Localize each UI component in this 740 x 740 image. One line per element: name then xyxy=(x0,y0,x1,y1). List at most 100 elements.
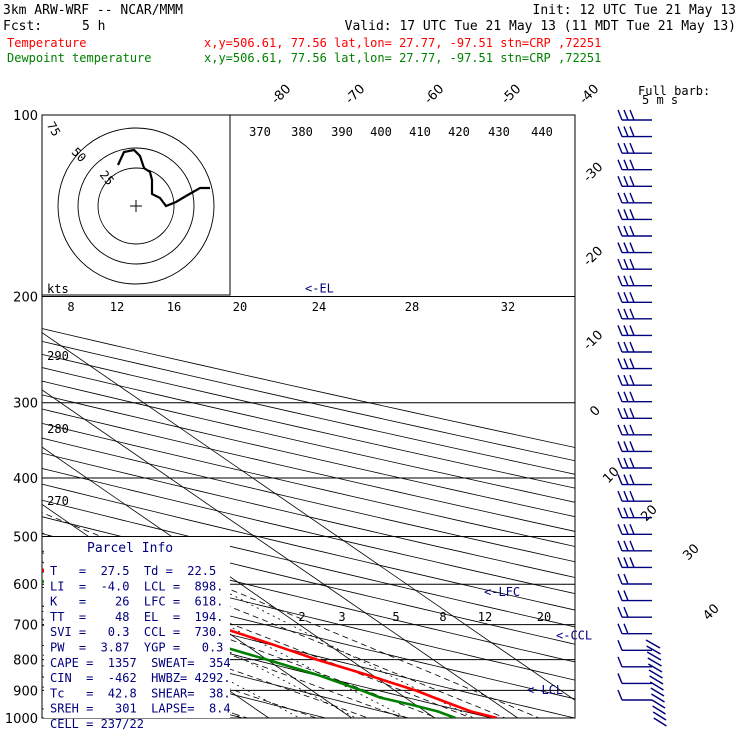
wind-barb-flag xyxy=(617,391,623,402)
wind-barb-flag xyxy=(623,408,629,419)
wind-barb-flag xyxy=(629,358,635,369)
wind-barb-flag xyxy=(629,325,635,336)
wind-barb-flag xyxy=(629,308,635,320)
wind-barb-flag xyxy=(617,275,623,286)
dewpoint-trace xyxy=(42,579,456,718)
wind-barb-low xyxy=(651,699,666,709)
wind-barb-flag xyxy=(617,606,623,618)
parcel-info-rows: T = 27.5 Td = 22.5LI = -4.0 LCL = 898. K … xyxy=(50,564,231,731)
wind-barb-flag xyxy=(623,225,629,237)
legend-dewpoint-info: x,y=506.61, 77.56 lat,lon= 27.77, -97.51… xyxy=(204,51,601,65)
wind-barb-flag xyxy=(629,176,635,187)
dry-adiabat xyxy=(42,499,575,628)
parcel-info-row: Tc = 42.8 SHEAR= 38. xyxy=(50,686,231,700)
wind-barb-flag xyxy=(629,490,635,502)
parcel-info-row: T = 27.5 Td = 22.5 xyxy=(50,564,216,578)
dry-adiabat xyxy=(42,483,575,611)
temperature-tick-label: 40 xyxy=(700,601,722,623)
parcel-info-row: CELL = 237/22 xyxy=(50,717,144,731)
wind-barb-flag xyxy=(617,242,623,253)
wind-barb-flag xyxy=(617,374,623,386)
wind-barb-flag xyxy=(617,507,623,518)
temperature-tick-label: -60 xyxy=(422,82,448,108)
wind-barb-flag xyxy=(617,573,623,585)
wind-barb-flag xyxy=(629,524,635,535)
pressure-tick-label: 700 xyxy=(13,619,38,634)
wind-barb-flag xyxy=(617,209,623,220)
wind-barb-flag xyxy=(629,441,635,452)
isotherm xyxy=(42,389,518,718)
wind-barb-flag xyxy=(623,325,629,336)
temperature-tick-label: -50 xyxy=(499,82,525,108)
wind-barb-flag xyxy=(623,126,629,137)
mixing-ratio-label: 8 xyxy=(67,300,74,314)
wind-barb-flag xyxy=(617,176,623,187)
wind-barb-flag xyxy=(623,258,629,270)
parcel-info-row: K = 26 LFC = 618. xyxy=(50,595,223,609)
parcel-info-row: SREH = 301 LAPSE= 8.4 xyxy=(50,702,231,716)
wind-barb-flag xyxy=(629,557,635,568)
wind-barb-flag xyxy=(623,557,629,568)
mixing-ratio-label: 28 xyxy=(405,300,419,314)
level-marker: <-LFC xyxy=(484,585,520,599)
dry-adiabat xyxy=(42,624,411,718)
wind-barb-low xyxy=(652,711,667,721)
wind-barb-flag xyxy=(623,209,629,220)
temperature-tick-label: 20 xyxy=(638,502,660,524)
wind-barb-flag xyxy=(629,408,635,419)
isotherm xyxy=(42,446,435,718)
parcel-info-row: TT = 48 EL = 194. xyxy=(50,610,223,624)
wind-barb-flag xyxy=(617,109,623,121)
wind-barb-flag xyxy=(617,358,623,369)
wind-barb-flag xyxy=(617,192,623,204)
theta-lower-label: 270 xyxy=(47,494,69,508)
wind-barb-flag xyxy=(617,557,623,568)
level-markers: <-EL <-LFC <-CCL <-LCL xyxy=(305,282,592,697)
wind-barb-flag xyxy=(623,159,629,170)
model-title: 3km ARW-WRF -- NCAR/MMM xyxy=(3,3,183,18)
level-marker: <-EL xyxy=(305,282,334,296)
mixing-ratio-label: 24 xyxy=(312,300,326,314)
wind-barb-flag xyxy=(623,573,629,585)
wind-barb-flag xyxy=(623,109,629,121)
parcel-info-row: SVI = 0.3 CCL = 730. xyxy=(50,625,223,639)
theta-lower-label: 290 xyxy=(47,349,69,363)
wind-barb-flag xyxy=(623,142,629,154)
mixing-ratio-line xyxy=(193,574,475,718)
parcel-info-row: PW = 3.87 YGP = 0.3 xyxy=(50,641,223,655)
wind-barb-flag xyxy=(617,159,623,170)
mixing-ratio-line xyxy=(42,580,301,718)
wind-barb-flag xyxy=(629,275,635,286)
mixing-ratio-lower-label: 3 xyxy=(338,610,345,624)
hodograph-ring-label-75: 75 xyxy=(44,119,63,139)
init-time: Init: 12 UTC Tue 21 May 13 xyxy=(533,3,737,18)
pressure-tick-label: 200 xyxy=(13,291,38,306)
pressure-tick-label: 600 xyxy=(13,578,38,593)
theta-label: 410 xyxy=(409,125,431,139)
wind-barb-flag xyxy=(623,176,629,187)
wind-barb-low xyxy=(649,681,664,691)
wind-barb-low xyxy=(646,651,662,661)
valid-time: Valid: 17 UTC Tue 21 May 13 (11 MDT Tue … xyxy=(345,19,736,34)
wind-barb-flag xyxy=(617,457,623,469)
dry-adiabat xyxy=(42,328,575,448)
moist-adiabat xyxy=(42,512,541,718)
legend-dewpoint: Dewpoint temperature xyxy=(7,51,152,65)
wind-barb-flag xyxy=(623,292,629,303)
theta-label: 390 xyxy=(331,125,353,139)
isotherm xyxy=(42,332,575,701)
wind-barb-low xyxy=(653,717,667,727)
pressure-tick-label: 100 xyxy=(13,109,38,124)
wind-barb-flag xyxy=(629,507,635,518)
theta-lower-label: 280 xyxy=(47,422,69,436)
dry-adiabat xyxy=(42,605,494,718)
wind-barb-flag xyxy=(629,209,635,220)
wind-barb-flag xyxy=(617,490,623,502)
wind-barb-flag xyxy=(617,341,623,353)
wind-barbs xyxy=(617,109,667,727)
wind-barb-flag xyxy=(623,341,629,353)
wind-barb-flag xyxy=(617,308,623,320)
wind-barb-flag xyxy=(623,623,629,634)
legend-temperature-info: x,y=506.61, 77.56 lat,lon= 27.77, -97.51… xyxy=(204,36,601,50)
